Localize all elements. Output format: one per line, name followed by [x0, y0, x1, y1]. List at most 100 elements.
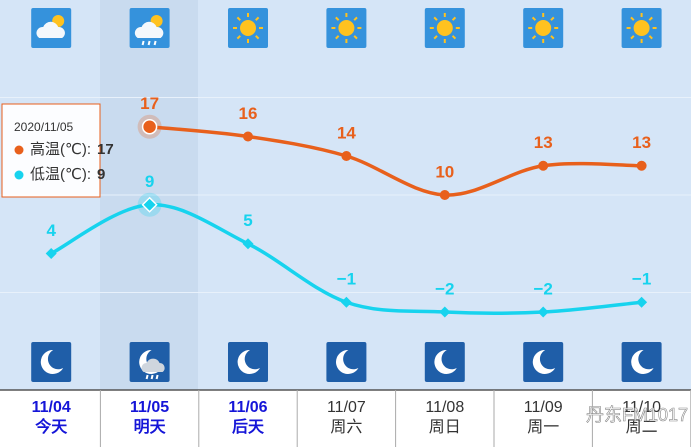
point [141, 196, 158, 213]
x-tick-sublabel: 周一 [527, 419, 559, 436]
x-tick-sublabel: 今天 [34, 417, 68, 436]
value-label: 9 [145, 172, 154, 191]
ray [335, 35, 340, 40]
weather-icon [228, 342, 268, 382]
point [636, 160, 647, 171]
ray [236, 16, 241, 21]
cloud [36, 21, 65, 38]
value-label: 4 [46, 221, 56, 240]
ray [531, 35, 537, 40]
cloud [141, 358, 165, 372]
weather-icon [228, 8, 268, 48]
tooltip-label: 高温(℃): [30, 141, 91, 158]
ray [433, 16, 438, 21]
x-tick-label: 11/08 [425, 399, 464, 416]
drop [147, 40, 151, 46]
ray [531, 16, 537, 21]
moon [631, 349, 654, 374]
weather-icon [621, 342, 662, 382]
value-label: 17 [140, 94, 159, 113]
tooltip-dot [14, 170, 24, 180]
icon-box [424, 342, 465, 382]
ray [451, 16, 457, 21]
tooltip-row: 高温(℃): 17 [30, 141, 114, 158]
x-tick-label: 11/06 [228, 399, 267, 416]
weather-icon [424, 8, 465, 48]
ray [550, 16, 555, 21]
ray [550, 35, 555, 40]
moon [40, 349, 64, 374]
drop [153, 40, 157, 46]
tooltip-label: 低温(℃): [30, 166, 91, 183]
cloud [134, 21, 164, 38]
ray [648, 16, 653, 21]
weather-icon [31, 342, 72, 382]
icon-box [326, 342, 367, 382]
point [242, 238, 254, 250]
ray [433, 35, 438, 40]
weather-icon [523, 342, 564, 382]
ray [353, 35, 358, 40]
watermark: 丹东FM1017 [586, 405, 688, 425]
value-label: −1 [632, 270, 651, 289]
sun [633, 20, 650, 36]
point [537, 306, 549, 318]
drop [141, 40, 145, 46]
ray [255, 35, 260, 40]
drop [150, 374, 154, 380]
sun [436, 20, 453, 36]
icon-box [621, 342, 662, 382]
ray [648, 35, 653, 40]
weather-icon [31, 8, 72, 48]
ray [630, 16, 635, 21]
weather-icon [129, 342, 170, 382]
ray [451, 35, 457, 40]
x-tick-sublabel: 后天 [232, 418, 265, 436]
x-tick-label: 11/07 [327, 399, 366, 416]
point [636, 296, 648, 308]
moon [237, 349, 260, 374]
weather-icon [129, 8, 170, 48]
ray [630, 35, 635, 40]
point [243, 131, 253, 142]
x-tick-sublabel: 周日 [429, 419, 461, 436]
point [439, 190, 450, 200]
drop [155, 374, 159, 380]
value-label: 14 [337, 123, 356, 142]
weather-icon [621, 8, 662, 48]
value-label: −1 [337, 270, 356, 289]
value-label: 5 [243, 211, 252, 230]
ray [255, 16, 260, 21]
x-tick-label: 11/10 [622, 399, 661, 416]
point [439, 306, 451, 318]
moon [434, 349, 457, 374]
x-tick-sublabel: 明天 [134, 418, 167, 436]
point [538, 160, 549, 171]
x-tick-label: 11/04 [32, 399, 71, 416]
moon [336, 349, 359, 374]
point [340, 296, 352, 308]
tooltip: 2020/11/05 高温(℃): 17 低温(℃): 9 [1, 103, 114, 198]
weather-icon [523, 8, 564, 48]
weather-icon [424, 342, 465, 382]
tooltip-value: 17 [97, 141, 114, 158]
value-label: −2 [435, 279, 454, 298]
sun [535, 20, 552, 36]
value-label: 16 [239, 104, 258, 123]
x-tick-sublabel: 周六 [330, 418, 362, 436]
tooltip-date: 2020/11/05 [14, 120, 73, 134]
point [141, 119, 158, 135]
weather-icon [326, 8, 367, 48]
value-label: 13 [534, 133, 553, 152]
weather-icon [326, 342, 367, 382]
x-tick-label: 11/09 [524, 399, 563, 416]
value-label: −2 [534, 279, 553, 298]
icon-box [228, 342, 268, 382]
point [341, 151, 352, 161]
value-label: 13 [632, 133, 651, 152]
icon-box [523, 342, 564, 382]
ray [236, 35, 241, 40]
drop [145, 374, 149, 380]
ray [335, 16, 340, 21]
